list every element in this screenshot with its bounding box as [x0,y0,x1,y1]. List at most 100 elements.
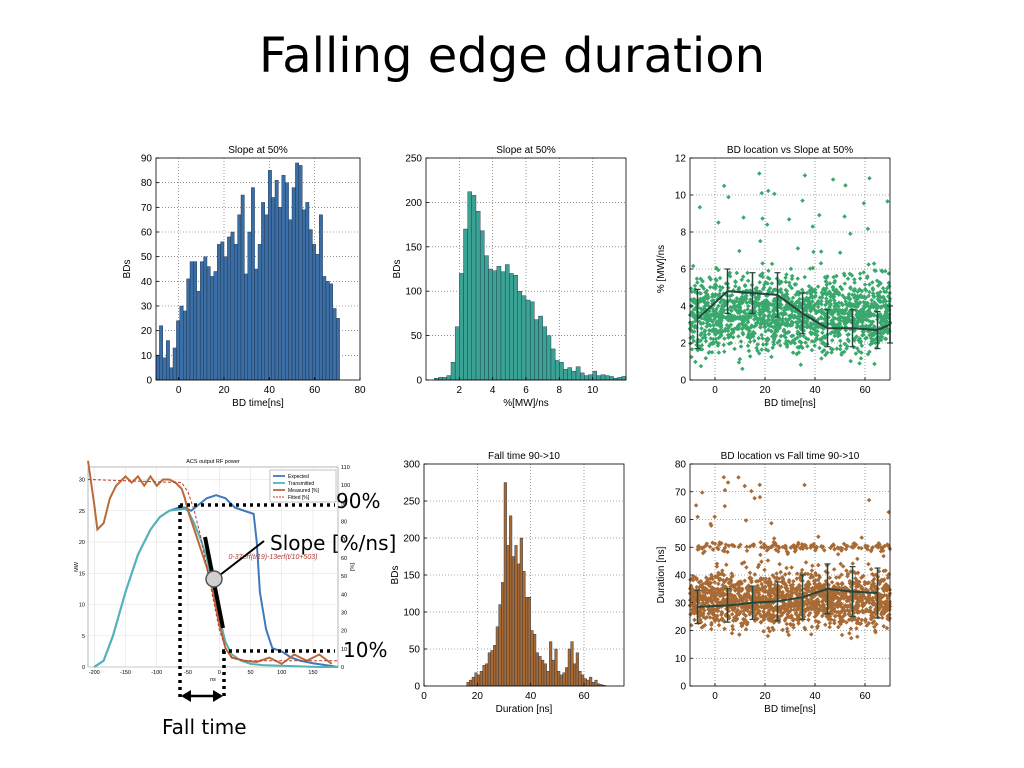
scatter-point [757,307,762,313]
scatter-point [861,270,867,275]
scatter-point [882,610,888,615]
histogram-bar [203,256,208,381]
histogram-bar [513,275,518,381]
scatter-point [817,345,822,351]
scatter-point [849,273,855,278]
scatter-point [745,589,751,595]
scatter-point [729,612,735,617]
chart-title: BD location vs Slope at 50% [727,145,853,156]
histogram-bar [312,244,316,381]
scatter-point [809,568,815,573]
scatter-point [712,579,717,585]
histogram-bar [227,236,232,381]
scatter-point [831,567,837,572]
series-line [93,507,338,668]
y-tick-label: 90 [141,154,153,165]
histogram-bar [230,231,235,381]
scatter-point [713,598,718,603]
scatter-point [874,621,879,627]
scatter-point [728,317,734,323]
scatter-point [810,224,816,229]
scatter-point [850,292,855,298]
histogram-bar [546,670,550,687]
histogram-bar [573,663,577,687]
x-tick-label: 150 [308,670,317,676]
scatter-point [854,626,859,631]
fall-time-arrow-right-head [213,690,223,702]
scatter-point [832,278,838,284]
histogram-bar [517,290,523,381]
y2-tick-label: 90 [341,501,347,507]
scatter-point [717,593,723,599]
scatter-point [844,620,849,625]
y-tick-label: 0 [414,682,420,693]
scatter-point [771,614,776,619]
histogram-bar [493,645,497,687]
scatter-point [718,576,723,582]
scatter-point [745,594,750,600]
histogram-bar [567,367,573,381]
scatter-point [762,567,767,573]
scatter-point [865,580,870,586]
x-tick-label: 100 [277,670,286,676]
scatter-point [829,598,834,604]
y-tick-label: 20 [141,326,153,337]
scatter-point [715,545,720,550]
histogram-bar [469,679,473,687]
y2-tick-label: 80 [341,520,347,526]
histogram-bar [479,230,485,381]
scatter-point [811,249,816,255]
scatter-point [832,298,837,303]
scatter-point [725,332,731,338]
scatter-point [869,301,874,307]
y-tick-label: 10 [675,654,687,665]
histogram-bar [199,261,204,381]
histogram-bar [581,674,585,687]
histogram-bar [189,261,194,381]
scatter-point [712,514,717,520]
x-tick-label: 0 [712,691,718,702]
scatter-point [766,592,772,598]
scatter-point [805,571,811,577]
scatter-point [736,611,742,617]
histogram-bar [237,214,242,381]
scatter-point [829,593,835,599]
scatter-point [748,288,753,293]
chart-hist-bd-time: 0 20 40 60 80 0 10 20 30 40 50 60 70 80 90 Slope at 50%… [100,130,380,420]
x-tick-label: 8 [557,385,563,396]
scatter-point [870,286,876,291]
scatter-point [824,275,829,281]
histogram-bar [284,182,289,381]
label-fall-time: Fall time [162,715,247,739]
x-tick-label: 60 [578,691,590,702]
histogram-bar [193,261,198,381]
fall-time-arrow-left-head [181,690,191,702]
histogram-bar [562,672,566,687]
chart-title: BD location vs Fall time 90->10 [721,451,860,462]
mean-line [697,587,878,608]
y-tick-label: 8 [680,228,686,239]
scatter-point [768,544,774,550]
histogram-bar [533,633,537,687]
y-tick-label: 80 [141,178,153,189]
scatter-point [765,308,771,314]
scatter-point [797,333,803,339]
y2-tick-label: 70 [341,538,347,544]
scatter-point [885,616,890,621]
scatter-point [741,608,747,613]
x-tick-label: 4 [490,385,496,396]
scatter-point [761,315,766,321]
scatter-point [814,336,820,342]
histogram-bar [559,362,564,381]
scatter-point [720,568,725,573]
x-tick-label: 80 [354,385,366,396]
histogram-bar [579,372,585,381]
y-tick-label: 60 [141,228,153,239]
scatter-point [804,602,810,608]
histogram-bar [250,187,255,381]
histogram-bar [563,369,568,381]
scatter-point [867,596,872,602]
histogram-bar [583,678,587,687]
scatter-point [863,619,868,624]
histogram-bar [534,319,539,381]
